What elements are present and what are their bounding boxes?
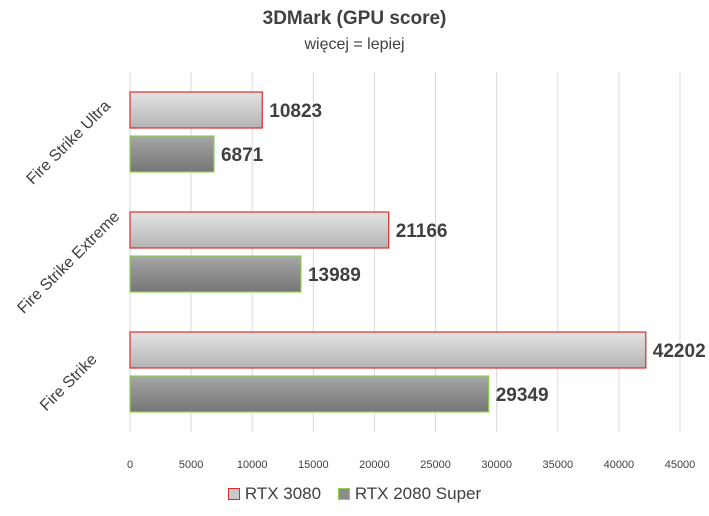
legend-item-rtx-3080[interactable]: RTX 3080	[227, 484, 322, 504]
bar[interactable]	[129, 211, 390, 249]
x-tick-label: 10000	[237, 459, 268, 471]
bar[interactable]	[129, 375, 490, 413]
x-tick-label: 35000	[542, 459, 573, 471]
legend-swatch	[227, 488, 240, 500]
legend-swatch	[337, 488, 350, 500]
x-tick-label: 45000	[665, 459, 696, 471]
legend-label: RTX 2080 Super	[354, 484, 482, 503]
bar[interactable]	[129, 135, 215, 173]
data-label: 21166	[396, 221, 448, 242]
category-label: Fire Strike Ultra	[24, 97, 115, 188]
category-label: Fire Strike	[37, 351, 101, 415]
x-tick-label: 15000	[298, 459, 329, 471]
data-label: 13989	[308, 265, 361, 286]
x-tick-label: 20000	[359, 459, 390, 471]
chart-title: 3DMark (GPU score)	[262, 8, 447, 29]
data-label: 29349	[496, 385, 549, 406]
data-label: 6871	[221, 145, 264, 166]
legend: RTX 3080 RTX 2080 Super	[0, 484, 709, 505]
legend-item-rtx-2080-super[interactable]: RTX 2080 Super	[337, 484, 482, 504]
x-tick-label: 5000	[179, 459, 203, 471]
bar[interactable]	[129, 91, 263, 129]
legend-label: RTX 3080	[244, 484, 322, 503]
data-label: 10823	[269, 101, 322, 122]
x-tick-label: 30000	[481, 459, 512, 471]
bar[interactable]	[129, 331, 647, 369]
bar-chart: 10823 6871 21166 13989 42202 29349 0 5000 10000…	[14, 72, 706, 471]
bar[interactable]	[129, 255, 302, 293]
chart-subtitle: więcej = lepiej	[304, 36, 405, 53]
category-label: Fire Strike Extreme	[14, 208, 123, 317]
data-label: 42202	[653, 341, 706, 362]
x-tick-label: 0	[127, 459, 133, 471]
x-tick-label: 40000	[604, 459, 635, 471]
x-tick-label: 25000	[420, 459, 451, 471]
